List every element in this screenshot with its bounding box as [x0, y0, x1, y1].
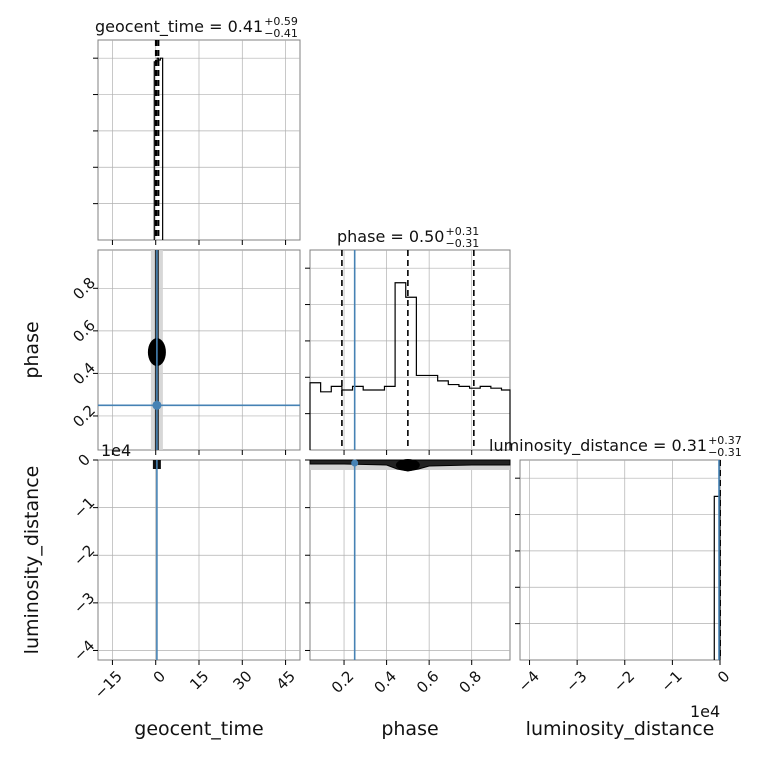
panel-frame — [519, 459, 721, 661]
x-tick-label-luminosity-distance: −1 — [657, 667, 685, 695]
y-axis-label-phase: phase — [21, 321, 43, 378]
panel-title-luminosity-distance: luminosity_distance = 0.31 +0.37−0.31 — [489, 434, 742, 459]
x-tick-label-phase: 0.6 — [413, 667, 443, 697]
x-tick-label-geocent-time: 45 — [273, 667, 299, 693]
title-plus-error: +0.59 — [264, 15, 298, 28]
density-peak — [395, 459, 420, 471]
x-offset-label: 1e4 — [690, 702, 720, 721]
panel-title-geocent-time: geocent_time = 0.41 +0.59−0.41 — [95, 15, 298, 40]
density-luminosity-distance-vs-phase — [309, 459, 511, 660]
x-tick-label-geocent-time: 15 — [186, 667, 212, 693]
x-tick-label-phase: 0.4 — [370, 667, 400, 697]
x-tick-label-phase: 0.2 — [328, 667, 358, 697]
x-tick-label-geocent-time: −15 — [91, 667, 126, 702]
title-main: luminosity_distance = 0.31 — [489, 436, 707, 456]
x-tick-label-geocent-time: 0 — [150, 667, 169, 686]
y-tick-label-phase: 0.2 — [69, 401, 99, 431]
panel-1-1 — [309, 249, 511, 451]
panel-frame — [309, 459, 511, 661]
title-minus-error: −0.41 — [264, 27, 298, 40]
y-offset-label: 1e4 — [101, 441, 131, 460]
y-tick-label-luminosity-distance: −3 — [70, 589, 98, 617]
x-tick-label-luminosity-distance: −2 — [610, 667, 638, 695]
x-tick-label-geocent-time: 30 — [229, 667, 255, 693]
y-tick-label-luminosity-distance: 0 — [74, 450, 93, 469]
title-minus-error: −0.31 — [708, 446, 742, 459]
y-tick-label-luminosity-distance: −2 — [70, 541, 98, 569]
x-tick-label-luminosity-distance: −3 — [562, 667, 590, 695]
histogram-geocent-time — [153, 40, 164, 240]
y-tick-label-luminosity-distance: −4 — [70, 636, 98, 664]
title-plus-error: +0.37 — [708, 434, 742, 447]
panel-frame — [309, 249, 511, 451]
histogram-step — [309, 282, 511, 450]
x-tick-label-luminosity-distance: 0 — [714, 667, 733, 686]
x-axis-label-luminosity-distance: luminosity_distance — [526, 718, 715, 740]
truth-point — [351, 459, 359, 467]
x-tick-label-phase: 0.8 — [456, 667, 486, 697]
panel-2-2 — [519, 459, 721, 661]
x-axis-label-geocent-time: geocent_time — [134, 718, 263, 740]
y-tick-label-phase: 0.6 — [69, 316, 99, 346]
x-tick-label-luminosity-distance: −4 — [515, 667, 543, 695]
y-tick-label-phase: 0.4 — [69, 359, 99, 389]
panel-0-0 — [97, 39, 301, 241]
title-minus-error: −0.31 — [445, 237, 479, 250]
title-main: phase = 0.50 — [337, 227, 444, 246]
y-axis-label-luminosity-distance: luminosity_distance — [21, 466, 43, 655]
density-luminosity-distance-vs-geocent-time — [152, 460, 161, 660]
y-tick-label-luminosity-distance: −1 — [70, 494, 98, 522]
x-axis-label-phase: phase — [381, 718, 438, 740]
panel-2-1 — [309, 459, 511, 661]
histogram-luminosity-distance — [713, 460, 721, 660]
histogram-phase — [309, 250, 511, 450]
y-tick-label-phase: 0.8 — [69, 274, 99, 304]
content-layer — [98, 40, 721, 660]
density-phase-vs-geocent-time — [98, 250, 300, 450]
panel-1-0 — [97, 249, 301, 451]
panel-title-phase: phase = 0.50 +0.31−0.31 — [337, 225, 479, 250]
title-main: geocent_time = 0.41 — [95, 17, 263, 37]
panels-layer — [97, 39, 721, 661]
panel-2-0 — [97, 459, 301, 661]
title-plus-error: +0.31 — [445, 225, 479, 238]
truth-point — [152, 400, 162, 410]
